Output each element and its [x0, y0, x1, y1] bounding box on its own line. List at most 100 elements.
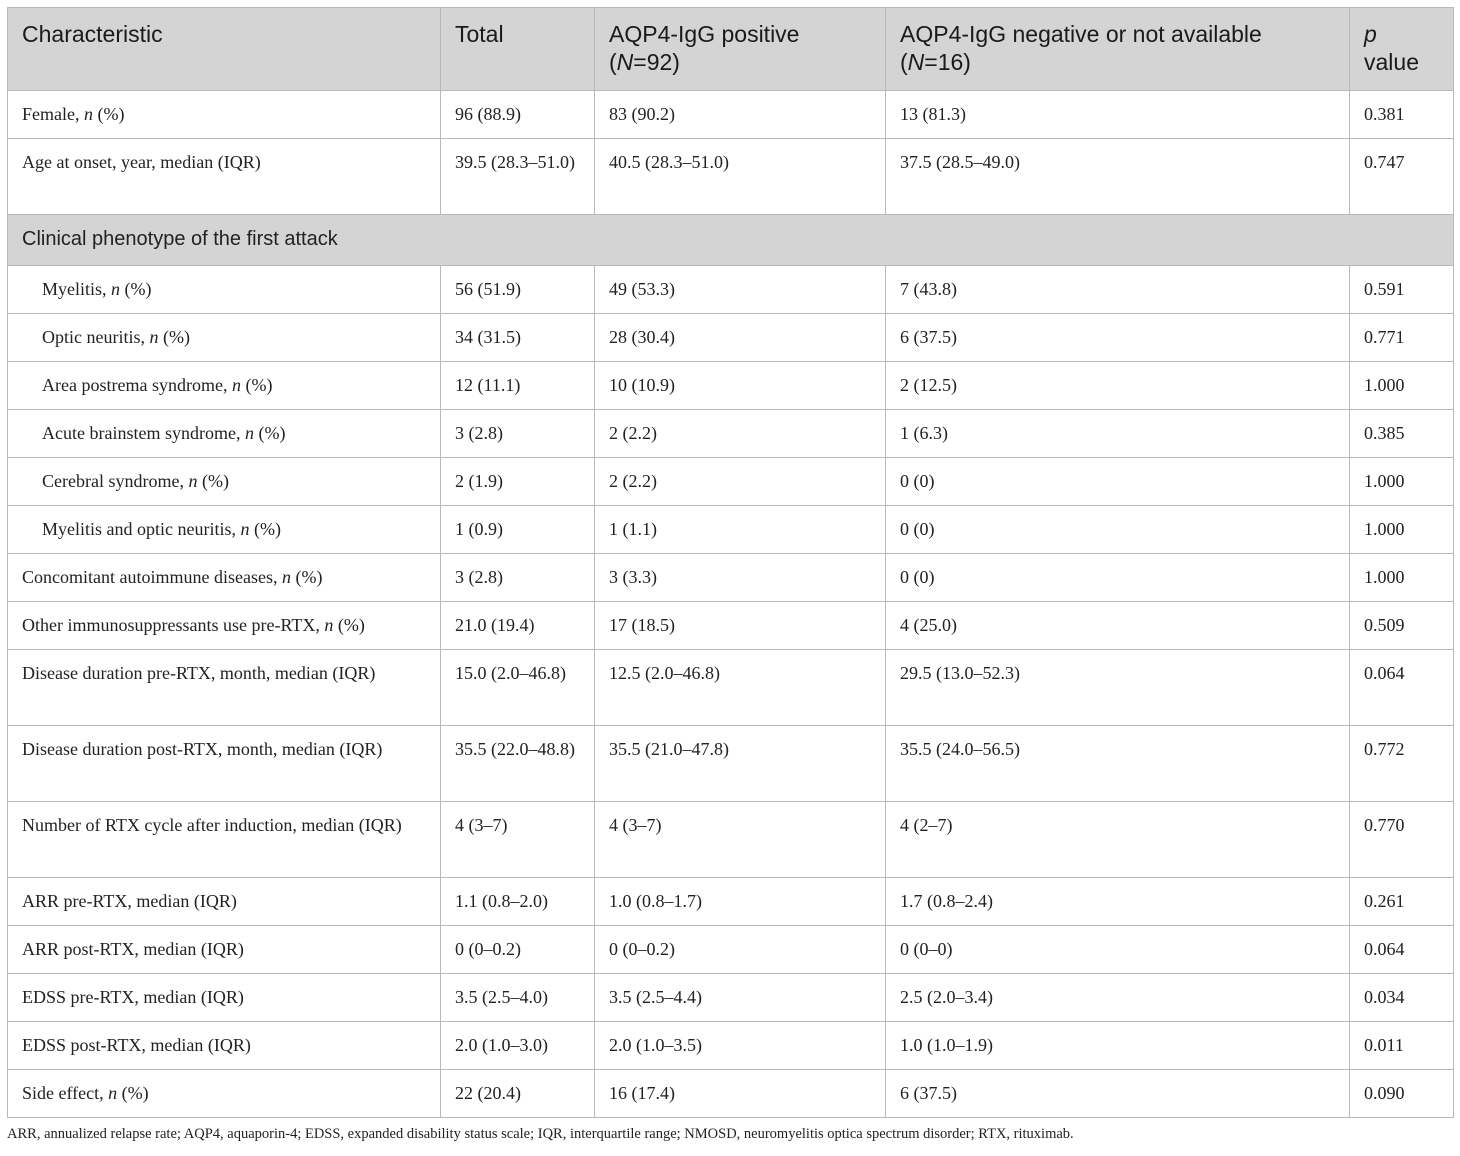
- cell-total: 15.0 (2.0–46.8): [440, 649, 595, 726]
- cell-characteristic: ARR pre-RTX, median (IQR): [7, 877, 441, 926]
- header-positive-line1: AQP4-IgG positive: [609, 21, 800, 47]
- cell-aqp4-negative: 29.5 (13.0–52.3): [885, 649, 1350, 726]
- header-row: Characteristic Total AQP4-IgG positive (N…: [7, 7, 1454, 91]
- cell-aqp4-negative: 0 (0): [885, 553, 1350, 602]
- characteristic-text: Cerebral syndrome,: [42, 471, 189, 491]
- cell-total: 3.5 (2.5–4.0): [440, 973, 595, 1022]
- cell-aqp4-negative: 35.5 (24.0–56.5): [885, 725, 1350, 802]
- cell-aqp4-positive: 2.0 (1.0–3.5): [594, 1021, 886, 1070]
- cell-characteristic: Area postrema syndrome, n (%): [7, 361, 441, 410]
- table-row: Number of RTX cycle after induction, med…: [7, 801, 1454, 878]
- characteristic-n: n: [324, 615, 334, 635]
- cell-total: 34 (31.5): [440, 313, 595, 362]
- cell-p-value: 0.064: [1349, 649, 1454, 726]
- cell-aqp4-positive: 10 (10.9): [594, 361, 886, 410]
- cell-aqp4-positive: 28 (30.4): [594, 313, 886, 362]
- cell-aqp4-positive: 1.0 (0.8–1.7): [594, 877, 886, 926]
- cell-aqp4-positive: 16 (17.4): [594, 1069, 886, 1118]
- header-positive-prefix: (: [609, 49, 617, 75]
- cell-total: 96 (88.9): [440, 90, 595, 139]
- cell-aqp4-positive: 3 (3.3): [594, 553, 886, 602]
- cell-p-value: 0.011: [1349, 1021, 1454, 1070]
- cell-total: 56 (51.9): [440, 265, 595, 314]
- characteristic-text: Myelitis,: [42, 279, 112, 299]
- characteristic-n: n: [83, 104, 93, 124]
- characteristic-unit: (%): [117, 1083, 149, 1103]
- table-row: Optic neuritis, n (%) 34 (31.5) 28 (30.4) 6…: [7, 313, 1454, 362]
- table-row: Other immunosuppressants use pre-RTX, n …: [7, 601, 1454, 650]
- cell-total: 2.0 (1.0–3.0): [440, 1021, 595, 1070]
- cell-p-value: 1.000: [1349, 505, 1454, 554]
- cell-characteristic: Disease duration post-RTX, month, median…: [7, 725, 441, 802]
- cell-characteristic: Other immunosuppressants use pre-RTX, n …: [7, 601, 441, 650]
- characteristic-text: Side effect,: [22, 1083, 109, 1103]
- table-row: Cerebral syndrome, n (%) 2 (1.9) 2 (2.2) 0 …: [7, 457, 1454, 506]
- characteristic-text: Disease duration pre-RTX, month, median …: [22, 663, 376, 683]
- characteristic-n: n: [188, 471, 198, 491]
- cell-p-value: 1.000: [1349, 553, 1454, 602]
- header-p-value: p value: [1349, 7, 1454, 91]
- cell-characteristic: Age at onset, year, median (IQR): [7, 138, 441, 215]
- characteristics-table: Characteristic Total AQP4-IgG positive (N…: [7, 7, 1454, 1118]
- cell-characteristic: EDSS pre-RTX, median (IQR): [7, 973, 441, 1022]
- header-positive-n: N: [616, 49, 634, 75]
- cell-total: 1.1 (0.8–2.0): [440, 877, 595, 926]
- characteristic-text: Optic neuritis,: [42, 327, 150, 347]
- characteristic-n: n: [108, 1083, 118, 1103]
- cell-aqp4-positive: 2 (2.2): [594, 457, 886, 506]
- cell-p-value: 0.772: [1349, 725, 1454, 802]
- characteristic-unit: (%): [120, 279, 152, 299]
- table-row: ARR post-RTX, median (IQR) 0 (0–0.2) 0 (0–…: [7, 925, 1454, 974]
- cell-aqp4-positive: 0 (0–0.2): [594, 925, 886, 974]
- cell-total: 3 (2.8): [440, 409, 595, 458]
- header-total: Total: [440, 7, 595, 91]
- cell-p-value: 0.261: [1349, 877, 1454, 926]
- table-row: EDSS pre-RTX, median (IQR) 3.5 (2.5–4.0) 3…: [7, 973, 1454, 1022]
- cell-aqp4-negative: 1 (6.3): [885, 409, 1350, 458]
- cell-aqp4-negative: 6 (37.5): [885, 313, 1350, 362]
- characteristic-n: n: [244, 423, 254, 443]
- cell-p-value: 0.090: [1349, 1069, 1454, 1118]
- characteristic-text: ARR pre-RTX, median (IQR): [22, 891, 237, 911]
- characteristic-n: n: [111, 279, 121, 299]
- cell-characteristic: EDSS post-RTX, median (IQR): [7, 1021, 441, 1070]
- characteristic-text: ARR post-RTX, median (IQR): [22, 939, 244, 959]
- characteristic-text: Female,: [22, 104, 84, 124]
- cell-aqp4-negative: 4 (25.0): [885, 601, 1350, 650]
- table-row: Myelitis, n (%) 56 (51.9) 49 (53.3) 7 (43.8…: [7, 265, 1454, 314]
- characteristic-n: n: [240, 519, 250, 539]
- table-row: Acute brainstem syndrome, n (%) 3 (2.8) 2 …: [7, 409, 1454, 458]
- cell-p-value: 1.000: [1349, 457, 1454, 506]
- cell-total: 1 (0.9): [440, 505, 595, 554]
- cell-aqp4-negative: 6 (37.5): [885, 1069, 1350, 1118]
- characteristic-text: Age at onset, year, median (IQR): [22, 152, 261, 172]
- cell-aqp4-positive: 35.5 (21.0–47.8): [594, 725, 886, 802]
- characteristic-text: EDSS post-RTX, median (IQR): [22, 1035, 251, 1055]
- cell-aqp4-negative: 1.7 (0.8–2.4): [885, 877, 1350, 926]
- characteristic-text: Other immunosuppressants use pre-RTX,: [22, 615, 325, 635]
- cell-aqp4-negative: 2.5 (2.0–3.4): [885, 973, 1350, 1022]
- characteristic-n: n: [149, 327, 159, 347]
- characteristic-text: Acute brainstem syndrome,: [42, 423, 245, 443]
- characteristic-unit: (%): [249, 519, 281, 539]
- table-row: EDSS post-RTX, median (IQR) 2.0 (1.0–3.0)…: [7, 1021, 1454, 1070]
- characteristic-unit: (%): [92, 104, 125, 124]
- cell-p-value: 0.509: [1349, 601, 1454, 650]
- cell-total: 21.0 (19.4): [440, 601, 595, 650]
- header-characteristic: Characteristic: [7, 7, 441, 91]
- cell-characteristic: Myelitis and optic neuritis, n (%): [7, 505, 441, 554]
- section-row: Clinical phenotype of the first attack: [7, 214, 1454, 266]
- characteristic-unit: (%): [253, 423, 286, 443]
- characteristic-text: Number of RTX cycle after induction, med…: [22, 815, 402, 835]
- cell-characteristic: Disease duration pre-RTX, month, median …: [7, 649, 441, 726]
- header-p-rest: value: [1364, 49, 1419, 75]
- table-body: Female, n (%) 96 (88.9) 83 (90.2) 13 (81.3)…: [7, 90, 1454, 1118]
- header-positive-count: =92): [633, 49, 680, 75]
- cell-p-value: 0.747: [1349, 138, 1454, 215]
- characteristic-text: EDSS pre-RTX, median (IQR): [22, 987, 244, 1007]
- cell-characteristic: Number of RTX cycle after induction, med…: [7, 801, 441, 878]
- cell-aqp4-negative: 4 (2–7): [885, 801, 1350, 878]
- cell-total: 3 (2.8): [440, 553, 595, 602]
- header-p-letter: p: [1364, 21, 1377, 47]
- cell-characteristic: Side effect, n (%): [7, 1069, 441, 1118]
